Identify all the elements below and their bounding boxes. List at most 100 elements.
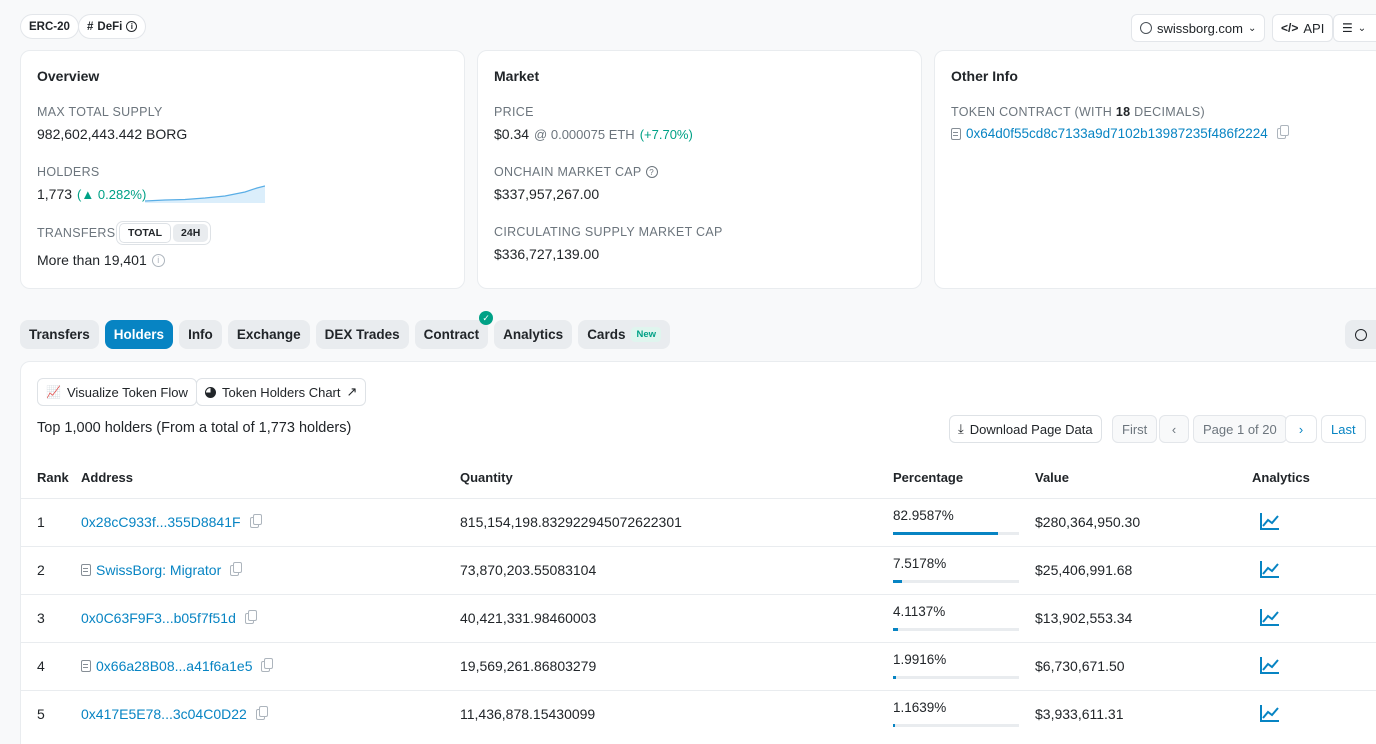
percentage-cell: 1.1639% [893,700,947,715]
info-icon[interactable]: i [151,253,165,267]
address-link[interactable]: 0x66a28B08...a41f6a1e5 [96,658,253,674]
other-info-title: Other Info [951,68,1018,84]
percentage-bar-fill [893,676,896,679]
transfers-row: More than 19,401 i [37,252,165,268]
tab-dex-trades[interactable]: DEX Trades [315,320,409,349]
pager-last-button[interactable]: Last [1321,415,1366,443]
download-icon: ⤓ [958,421,964,436]
contract-file-icon [951,127,961,140]
defi-label: DeFi [97,20,123,33]
tab-analytics[interactable]: Analytics [494,320,573,349]
holders-row: 1,773 (▲ 0.282%) [37,186,146,202]
search-button[interactable] [1345,320,1376,349]
tab-exchange[interactable]: Exchange [227,320,310,349]
table-row: 1 0x28cC933f...355D8841F 815,154,198.832… [21,498,1376,546]
analytics-chart-icon[interactable] [1259,607,1281,627]
visualize-token-flow-button[interactable]: 📈 Visualize Token Flow [37,378,197,406]
onchain-cap-label: ONCHAIN MARKET CAP [494,165,642,179]
address-cell: 0x28cC933f...355D8841F [81,513,262,530]
download-page-data-button[interactable]: ⤓ Download Page Data [949,415,1102,443]
token-tabs: Transfers Holders Info Exchange DEX Trad… [20,311,670,349]
defi-badge[interactable]: # DeFi i [78,14,147,39]
up-arrow-icon: ▲ [81,186,95,202]
address-link[interactable]: SwissBorg: Migrator [96,562,222,578]
price-eth: @ 0.000075 ETH [534,126,635,142]
token-holders-chart-button[interactable]: Token Holders Chart ↗ [196,378,367,406]
toggle-24h[interactable]: 24H [173,224,209,242]
percentage-bar-fill [893,580,903,583]
tab-cards[interactable]: Cards New [578,320,670,349]
help-icon[interactable]: ? [645,166,658,178]
address-link[interactable]: 0x28cC933f...355D8841F [81,514,241,530]
pager-first-button[interactable]: First [1112,415,1158,443]
percentage-bar [893,580,1019,583]
contract-file-icon [81,564,91,576]
onchain-cap-label-row: ONCHAIN MARKET CAP ? [494,165,658,179]
rank-cell: 5 [37,706,45,722]
quantity-cell: 11,436,878.15430099 [460,706,596,722]
chevron-left-icon: ‹ [1171,421,1177,437]
address-cell: 0x417E5E78...3c04C0D22 [81,705,268,722]
pager-next-button[interactable]: › [1285,415,1317,443]
contract-label: TOKEN CONTRACT (WITH 18 DECIMALS) [951,105,1205,119]
holders-label: HOLDERS [37,165,100,179]
toggle-total[interactable]: TOTAL [119,223,172,243]
transfers-toggle: TOTAL 24H [116,221,212,245]
other-info-card: Other Info TOKEN CONTRACT (WITH 18 DECIM… [934,50,1376,289]
tab-contract-label: Contract [423,327,480,342]
api-button[interactable]: </> API [1272,14,1334,42]
erc20-badge: ERC-20 [20,14,79,39]
copy-icon[interactable] [230,561,243,576]
pager-prev-button[interactable]: ‹ [1159,415,1189,443]
copy-icon[interactable] [244,609,257,624]
analytics-chart-icon[interactable] [1259,703,1281,723]
contract-address-link[interactable]: 0x64d0f55cd8c7133a9d7102b13987235f486f22… [966,126,1268,141]
address-link[interactable]: 0x0C63F9F3...b05f7f51d [81,610,236,626]
copy-icon[interactable] [255,705,268,720]
pie-chart-icon [205,386,216,398]
external-link-icon: ↗ [346,384,358,399]
new-badge: New [631,327,661,342]
percentage-cell: 7.5178% [893,556,947,571]
contract-decimals: 18 [1115,105,1131,119]
value-cell: $13,902,553.34 [1035,610,1133,626]
analytics-chart-icon[interactable] [1259,655,1281,675]
tab-info[interactable]: Info [179,320,222,349]
percentage-bar-fill [893,532,998,535]
more-menu-button[interactable]: ☰ ⌄ [1333,14,1376,42]
address-cell: SwissBorg: Migrator [81,561,243,578]
percentage-bar [893,676,1019,679]
rank-cell: 1 [37,514,45,530]
contract-file-icon [81,660,91,672]
quantity-cell: 40,421,331.98460003 [460,610,597,626]
percentage-cell: 4.1137% [893,604,946,619]
copy-icon[interactable] [1276,125,1289,139]
copy-icon[interactable] [249,513,262,528]
tab-holders[interactable]: Holders [104,320,174,349]
copy-icon[interactable] [261,657,274,672]
api-label: API [1303,20,1325,36]
analytics-chart-icon[interactable] [1259,511,1281,531]
info-icon: i [126,21,138,32]
pager-page-indicator: Page 1 of 20 [1193,415,1287,443]
transfers-value: More than 19,401 [37,252,147,268]
website-dropdown[interactable]: swissborg.com ⌄ [1131,14,1266,42]
price-label: PRICE [494,105,534,119]
tab-contract[interactable]: Contract ✓ [414,311,494,349]
search-icon [1355,328,1367,341]
percentage-bar [893,628,1019,631]
tab-transfers[interactable]: Transfers [20,320,99,349]
transfers-label: TRANSFERS [37,226,116,240]
chevron-right-icon: › [1298,421,1304,437]
header-value: Value [1035,470,1069,485]
header-address: Address [81,470,134,485]
holders-value: 1,773 [37,186,73,202]
quantity-cell: 19,569,261.86803279 [460,658,597,674]
value-cell: $6,730,671.50 [1035,658,1125,674]
table-row: 2 SwissBorg: Migrator 73,870,203.5508310… [21,546,1376,594]
circ-cap-label: CIRCULATING SUPPLY MARKET CAP [494,225,723,239]
holders-change: (▲ 0.282%) [77,186,147,202]
address-link[interactable]: 0x417E5E78...3c04C0D22 [81,706,247,722]
analytics-chart-icon[interactable] [1259,559,1281,579]
erc20-label: ERC-20 [29,20,70,33]
